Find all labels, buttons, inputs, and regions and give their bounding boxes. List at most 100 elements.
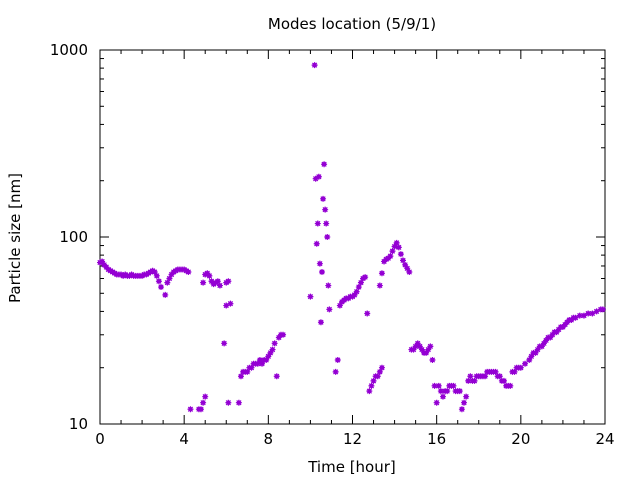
data-point	[200, 279, 207, 286]
data-point	[317, 319, 324, 326]
data-point	[370, 377, 377, 384]
data-point	[593, 308, 600, 315]
data-point	[522, 360, 529, 367]
data-point	[418, 346, 425, 353]
data-point	[507, 382, 514, 389]
data-point	[353, 288, 360, 295]
data-point	[534, 346, 541, 353]
data-point	[526, 356, 533, 363]
y-axis-ticks: 10 100 1000	[50, 41, 605, 433]
data-point	[402, 261, 409, 268]
data-point	[322, 206, 329, 213]
data-point	[425, 346, 432, 353]
data-point	[433, 399, 440, 406]
data-point	[273, 373, 280, 380]
data-point	[162, 291, 169, 298]
data-point	[271, 340, 278, 347]
data-point	[200, 399, 207, 406]
data-point	[263, 356, 270, 363]
plot-border	[99, 49, 606, 425]
data-point	[467, 373, 474, 380]
data-point	[572, 314, 579, 321]
data-point	[357, 279, 364, 286]
data-point	[320, 195, 327, 202]
data-point	[378, 270, 385, 277]
data-point	[312, 175, 319, 182]
data-point	[214, 278, 221, 285]
data-point	[351, 291, 358, 298]
data-point	[164, 279, 171, 286]
data-point	[244, 368, 251, 375]
x-axis-label: Time [hour]	[307, 458, 396, 476]
data-point	[378, 364, 385, 371]
x-axis-ticks: 0 4 8 12 16 20 24	[95, 50, 615, 448]
data-point	[461, 399, 468, 406]
data-point	[585, 310, 592, 317]
data-point	[323, 220, 330, 227]
data-point	[482, 373, 489, 380]
x-tick-label: 16	[427, 430, 446, 448]
data-point	[406, 268, 413, 275]
data-point	[492, 368, 499, 375]
data-point	[185, 268, 192, 275]
data-point	[267, 349, 274, 356]
data-point	[223, 302, 230, 309]
y-tick-label: 100	[59, 228, 88, 246]
data-point	[307, 293, 314, 300]
data-points	[97, 62, 606, 413]
data-point	[316, 260, 323, 267]
data-point	[313, 240, 320, 247]
data-point	[376, 368, 383, 375]
data-point	[463, 393, 470, 400]
data-point	[576, 312, 583, 319]
data-point	[227, 300, 234, 307]
data-point	[431, 382, 438, 389]
data-point	[158, 284, 165, 291]
data-point	[391, 243, 398, 250]
data-point	[456, 388, 463, 395]
data-point	[429, 356, 436, 363]
data-point	[187, 406, 194, 413]
data-point	[471, 377, 478, 384]
data-point	[517, 364, 524, 371]
data-point	[366, 388, 373, 395]
data-point	[423, 349, 430, 356]
data-point	[334, 356, 341, 363]
data-point	[528, 353, 535, 360]
data-point	[315, 173, 322, 180]
data-point	[395, 244, 402, 251]
x-tick-label: 12	[343, 430, 362, 448]
data-point	[225, 399, 232, 406]
data-point	[387, 253, 394, 260]
data-point	[326, 306, 333, 313]
data-point	[374, 373, 381, 380]
data-point	[269, 346, 276, 353]
data-point	[237, 373, 244, 380]
x-tick-label: 20	[511, 430, 530, 448]
data-point	[362, 274, 369, 281]
data-point	[265, 353, 272, 360]
data-point	[259, 360, 266, 367]
x-tick-label: 24	[595, 430, 614, 448]
data-point	[393, 239, 400, 246]
data-point	[589, 310, 596, 317]
data-point	[223, 279, 230, 286]
data-point	[166, 275, 173, 282]
data-point	[450, 382, 457, 389]
data-point	[336, 302, 343, 309]
data-point	[532, 349, 539, 356]
data-point	[153, 272, 160, 279]
data-point	[400, 257, 406, 264]
data-point	[538, 343, 545, 350]
data-point	[314, 220, 321, 227]
data-point	[324, 234, 331, 240]
data-point	[311, 62, 318, 69]
data-point	[151, 268, 158, 275]
data-point	[235, 399, 242, 406]
x-tick-label: 8	[264, 430, 274, 448]
data-point	[280, 331, 287, 338]
data-point	[458, 406, 465, 413]
y-tick-label: 1000	[50, 41, 88, 59]
data-point	[416, 343, 423, 350]
